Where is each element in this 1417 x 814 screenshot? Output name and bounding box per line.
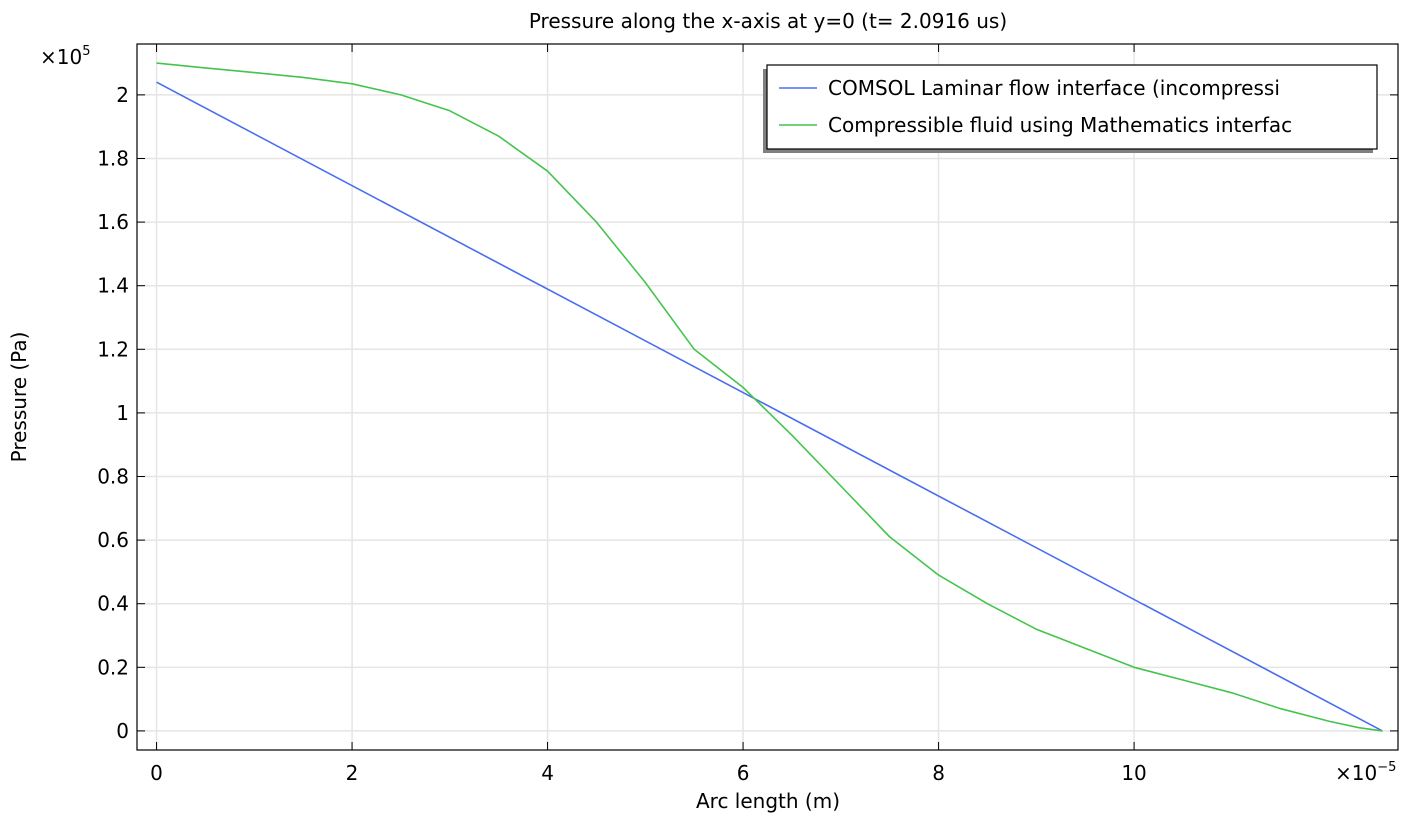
x-multiplier-exponent: −5 xyxy=(1377,760,1396,775)
y-tick-label: 0.6 xyxy=(97,528,129,552)
y-tick-label: 2 xyxy=(116,83,129,107)
x-axis-label: Arc length (m) xyxy=(696,789,840,813)
x-axis-multiplier: ×10−5 xyxy=(1335,760,1396,785)
x-tick-label: 6 xyxy=(737,761,750,785)
legend-label-compressible: Compressible fluid using Mathematics int… xyxy=(828,113,1292,137)
y-axis-label: Pressure (Pa) xyxy=(7,332,31,463)
y-multiplier-exponent: 5 xyxy=(82,44,90,59)
y-tick-label: 0.8 xyxy=(97,465,129,489)
chart-title: Pressure along the x-axis at y=0 (t= 2.0… xyxy=(529,9,1007,33)
compressible-series-line xyxy=(157,63,1383,731)
x-axis-tick-labels: 0 2 4 6 8 10 xyxy=(150,761,1147,785)
data-series xyxy=(157,63,1383,731)
x-tick-label: 2 xyxy=(346,761,359,785)
y-tick-label: 0 xyxy=(116,719,129,743)
y-tick-label: 1.2 xyxy=(97,337,129,361)
y-tick-label: 1.8 xyxy=(97,146,129,170)
y-tick-label: 0.4 xyxy=(97,592,129,616)
x-tick-label: 4 xyxy=(541,761,554,785)
y-multiplier-base: ×10 xyxy=(40,45,82,69)
y-tick-label: 1.6 xyxy=(97,210,129,234)
legend: COMSOL Laminar flow interface (incompres… xyxy=(763,65,1377,153)
y-tick-label: 1 xyxy=(116,401,129,425)
y-tick-label: 0.2 xyxy=(97,655,129,679)
y-axis-tick-labels: 0 0.2 0.4 0.6 0.8 1 1.2 1.4 1.6 1.8 2 xyxy=(97,83,129,743)
x-tick-label: 10 xyxy=(1121,761,1146,785)
legend-label-incompressible: COMSOL Laminar flow interface (incompres… xyxy=(828,76,1280,100)
incompressible-series-line xyxy=(157,82,1383,731)
x-tick-label: 8 xyxy=(932,761,945,785)
y-axis-multiplier: ×105 xyxy=(40,44,91,69)
y-tick-label: 1.4 xyxy=(97,274,129,298)
x-multiplier-base: ×10 xyxy=(1335,761,1377,785)
x-tick-label: 0 xyxy=(150,761,163,785)
